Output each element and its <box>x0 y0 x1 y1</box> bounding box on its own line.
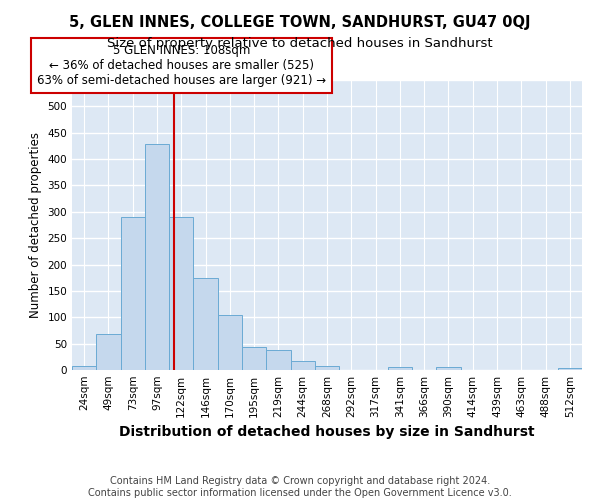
Text: 5, GLEN INNES, COLLEGE TOWN, SANDHURST, GU47 0QJ: 5, GLEN INNES, COLLEGE TOWN, SANDHURST, … <box>69 15 531 30</box>
Bar <box>242 348 266 370</box>
Bar <box>388 368 412 370</box>
Bar <box>145 144 169 370</box>
Bar <box>315 366 339 370</box>
Bar <box>121 217 145 370</box>
Bar <box>558 368 582 370</box>
Bar <box>193 278 218 370</box>
Text: 5 GLEN INNES: 108sqm
← 36% of detached houses are smaller (525)
63% of semi-deta: 5 GLEN INNES: 108sqm ← 36% of detached h… <box>37 44 326 87</box>
Text: Contains HM Land Registry data © Crown copyright and database right 2024.
Contai: Contains HM Land Registry data © Crown c… <box>88 476 512 498</box>
Bar <box>72 366 96 370</box>
Bar <box>266 350 290 370</box>
Y-axis label: Number of detached properties: Number of detached properties <box>29 132 42 318</box>
X-axis label: Distribution of detached houses by size in Sandhurst: Distribution of detached houses by size … <box>119 426 535 440</box>
Text: Size of property relative to detached houses in Sandhurst: Size of property relative to detached ho… <box>107 38 493 51</box>
Bar <box>290 360 315 370</box>
Bar <box>169 217 193 370</box>
Bar <box>218 314 242 370</box>
Bar <box>96 334 121 370</box>
Bar <box>436 368 461 370</box>
